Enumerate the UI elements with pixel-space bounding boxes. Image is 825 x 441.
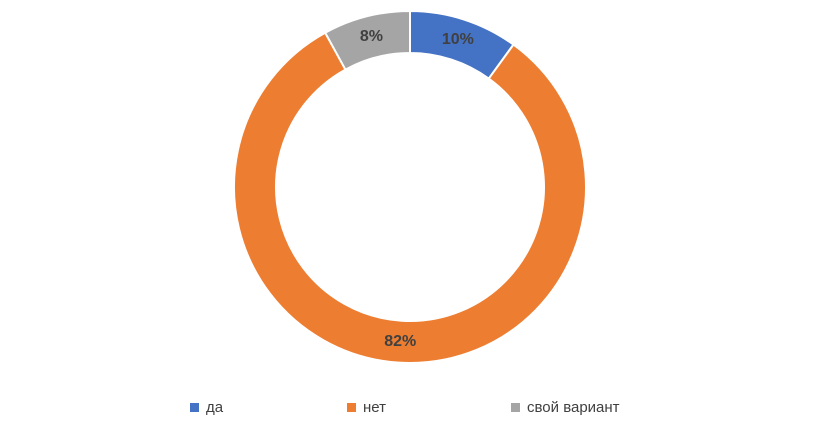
legend-label: свой вариант (527, 399, 620, 416)
legend-marker (347, 403, 356, 412)
legend-marker (511, 403, 520, 412)
legend-marker (190, 403, 199, 412)
legend-label: да (206, 399, 224, 416)
data-label: 8% (360, 28, 383, 45)
data-label: 10% (442, 31, 474, 48)
donut-segment (323, 9, 411, 71)
legend-label: нет (363, 399, 386, 416)
donut-segment (233, 31, 587, 364)
data-label: 82% (384, 333, 416, 350)
